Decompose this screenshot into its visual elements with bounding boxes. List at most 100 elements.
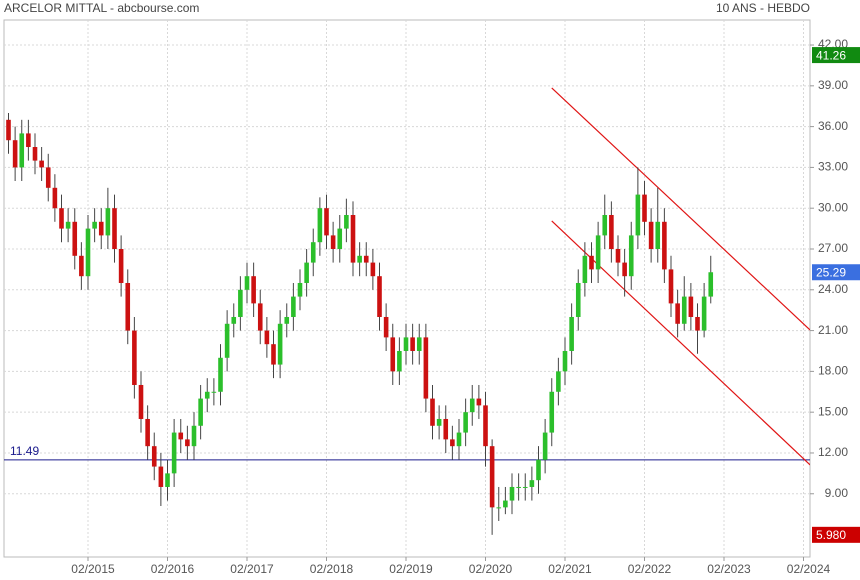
candle-body xyxy=(244,276,250,290)
candle-body xyxy=(556,371,561,392)
x-tick-label: 02/2022 xyxy=(628,562,672,576)
candle-body xyxy=(98,221,104,236)
candle-body xyxy=(32,147,38,161)
x-tick-label: 02/2016 xyxy=(151,562,195,576)
candle-body xyxy=(549,391,555,433)
candle-body xyxy=(45,167,51,188)
candle-body xyxy=(688,296,694,317)
y-tick-label: 39.00 xyxy=(818,78,848,92)
candle-body xyxy=(284,316,290,324)
candle-body xyxy=(310,242,316,263)
candle-body xyxy=(483,405,488,447)
candle-body xyxy=(178,432,184,440)
candle-body xyxy=(397,350,402,372)
candle-body xyxy=(317,208,323,243)
y-tick-label: 36.00 xyxy=(818,119,848,133)
price-badge xyxy=(812,264,860,281)
candle-body xyxy=(271,344,276,365)
price-badge xyxy=(812,526,860,543)
candle-body xyxy=(257,303,263,331)
candle-body xyxy=(609,215,614,249)
price-badge xyxy=(812,47,860,64)
candle-body xyxy=(112,208,117,249)
candle-body xyxy=(642,194,647,222)
candle-body xyxy=(19,133,25,168)
candle-body xyxy=(469,398,475,413)
candle-body xyxy=(489,446,495,508)
candle-body xyxy=(542,432,548,460)
candle-body xyxy=(291,296,296,317)
candle-body xyxy=(377,276,382,317)
candle-body xyxy=(297,282,303,297)
x-tick-label: 02/2019 xyxy=(389,562,433,576)
candle-body xyxy=(138,384,144,419)
y-tick-label: 9.00 xyxy=(825,486,849,500)
candle-body xyxy=(456,432,462,447)
candle-body xyxy=(251,276,256,304)
candle-body xyxy=(264,330,270,345)
plot-layer xyxy=(4,20,810,557)
x-tick-label: 02/2018 xyxy=(310,562,354,576)
y-tick-label: 21.00 xyxy=(818,323,848,337)
candle-body xyxy=(628,235,634,277)
candle-body xyxy=(509,486,515,501)
candle-body xyxy=(185,439,190,447)
candle-body xyxy=(151,446,157,467)
candle-body xyxy=(648,221,654,249)
y-tick-label: 33.00 xyxy=(818,160,848,174)
x-tick-label: 02/2023 xyxy=(707,562,751,576)
price-badge-label: 5.980 xyxy=(816,528,846,542)
candle-body xyxy=(198,398,203,426)
candle-body xyxy=(701,296,707,331)
candle-body xyxy=(655,221,661,249)
candle-body xyxy=(171,432,177,474)
candle-body xyxy=(218,357,223,392)
trend-line xyxy=(551,87,810,331)
y-tick-label: 18.00 xyxy=(818,364,848,378)
candle-body xyxy=(191,425,197,447)
candle-body xyxy=(536,459,541,481)
candle-body xyxy=(708,272,714,297)
y-tick-label: 24.00 xyxy=(818,282,848,296)
candle-body xyxy=(668,269,674,304)
candle-body xyxy=(363,255,369,263)
candle-body xyxy=(681,296,687,324)
x-tick-label: 02/2021 xyxy=(548,562,592,576)
candle-body xyxy=(59,208,64,229)
candle-body xyxy=(330,235,336,249)
candle-body xyxy=(589,255,594,270)
candle-body xyxy=(72,221,78,256)
candle-body xyxy=(304,262,309,283)
candle-body xyxy=(615,248,621,263)
candle-body xyxy=(496,507,502,509)
candle-body xyxy=(238,289,243,317)
x-tick-label: 02/2017 xyxy=(230,562,274,576)
candle-body xyxy=(403,337,409,351)
candle-body xyxy=(463,412,468,433)
candle-body xyxy=(383,316,389,338)
plot-area xyxy=(3,19,811,558)
candle-body xyxy=(569,316,574,351)
candle-body xyxy=(695,316,700,331)
candle-body xyxy=(105,208,111,236)
candle-body xyxy=(622,262,627,277)
candle-body xyxy=(118,248,124,283)
trend-line xyxy=(551,220,810,466)
candle-body xyxy=(92,221,97,229)
candle-body xyxy=(662,221,667,270)
candle-body xyxy=(344,215,349,229)
candle-body xyxy=(231,316,237,324)
candle-body xyxy=(416,337,422,351)
y-tick-label: 15.00 xyxy=(818,404,848,418)
candle-body xyxy=(6,119,11,141)
candle-body xyxy=(516,486,521,488)
candle-body xyxy=(211,391,217,393)
candle-body xyxy=(370,262,376,277)
candle-body xyxy=(443,418,449,440)
candle-body xyxy=(224,323,230,358)
candle-body xyxy=(390,337,396,372)
candle-body xyxy=(52,187,58,209)
candle-body xyxy=(65,221,71,229)
candle-body xyxy=(165,473,170,487)
x-tick-label: 02/2024 xyxy=(787,562,831,576)
